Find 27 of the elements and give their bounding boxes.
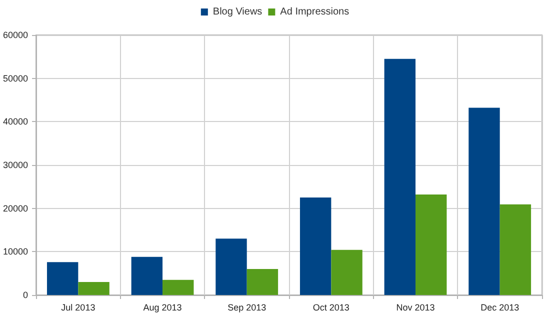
- bar: [468, 108, 500, 295]
- bar: [131, 256, 163, 295]
- bar: [246, 269, 278, 295]
- legend-label: Blog Views: [212, 6, 262, 18]
- x-tick-label: Dec 2013: [480, 302, 520, 312]
- bar: [331, 250, 362, 295]
- y-tick-label: 50000: [2, 73, 28, 84]
- bar: [416, 194, 447, 295]
- y-tick-label: 60000: [2, 30, 28, 40]
- x-tick-label: Jul 2013: [61, 302, 96, 312]
- bar: [46, 262, 78, 295]
- y-tick-label: 10000: [2, 246, 28, 257]
- y-tick-label: 20000: [2, 203, 28, 214]
- y-tick-label: 0: [23, 290, 28, 300]
- legend-label: Ad Impressions: [280, 6, 350, 18]
- bar: [78, 282, 110, 295]
- x-tick-label: Sep 2013: [228, 302, 266, 312]
- bar: [216, 238, 247, 295]
- bar: [162, 280, 194, 295]
- bar: [500, 204, 532, 295]
- bar: [384, 58, 416, 295]
- y-tick-label: 30000: [2, 160, 28, 170]
- x-tick-label: Oct 2013: [312, 302, 350, 312]
- bar: [300, 198, 332, 295]
- x-tick-label: Nov 2013: [396, 302, 435, 312]
- x-tick-label: Aug 2013: [143, 302, 182, 312]
- y-tick-label: 40000: [2, 116, 28, 127]
